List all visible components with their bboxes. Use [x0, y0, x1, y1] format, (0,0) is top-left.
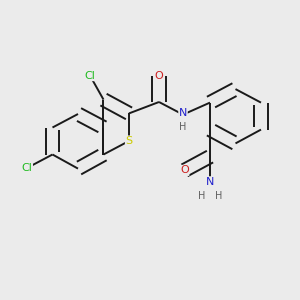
Text: O: O: [154, 70, 164, 81]
Text: N: N: [179, 108, 187, 118]
Text: O: O: [180, 165, 189, 176]
Text: N: N: [206, 177, 214, 187]
Text: Cl: Cl: [85, 70, 95, 81]
Text: S: S: [125, 136, 133, 146]
Text: H: H: [179, 122, 187, 132]
Text: H: H: [198, 191, 205, 201]
Text: Cl: Cl: [22, 163, 32, 173]
Text: H: H: [215, 191, 222, 201]
